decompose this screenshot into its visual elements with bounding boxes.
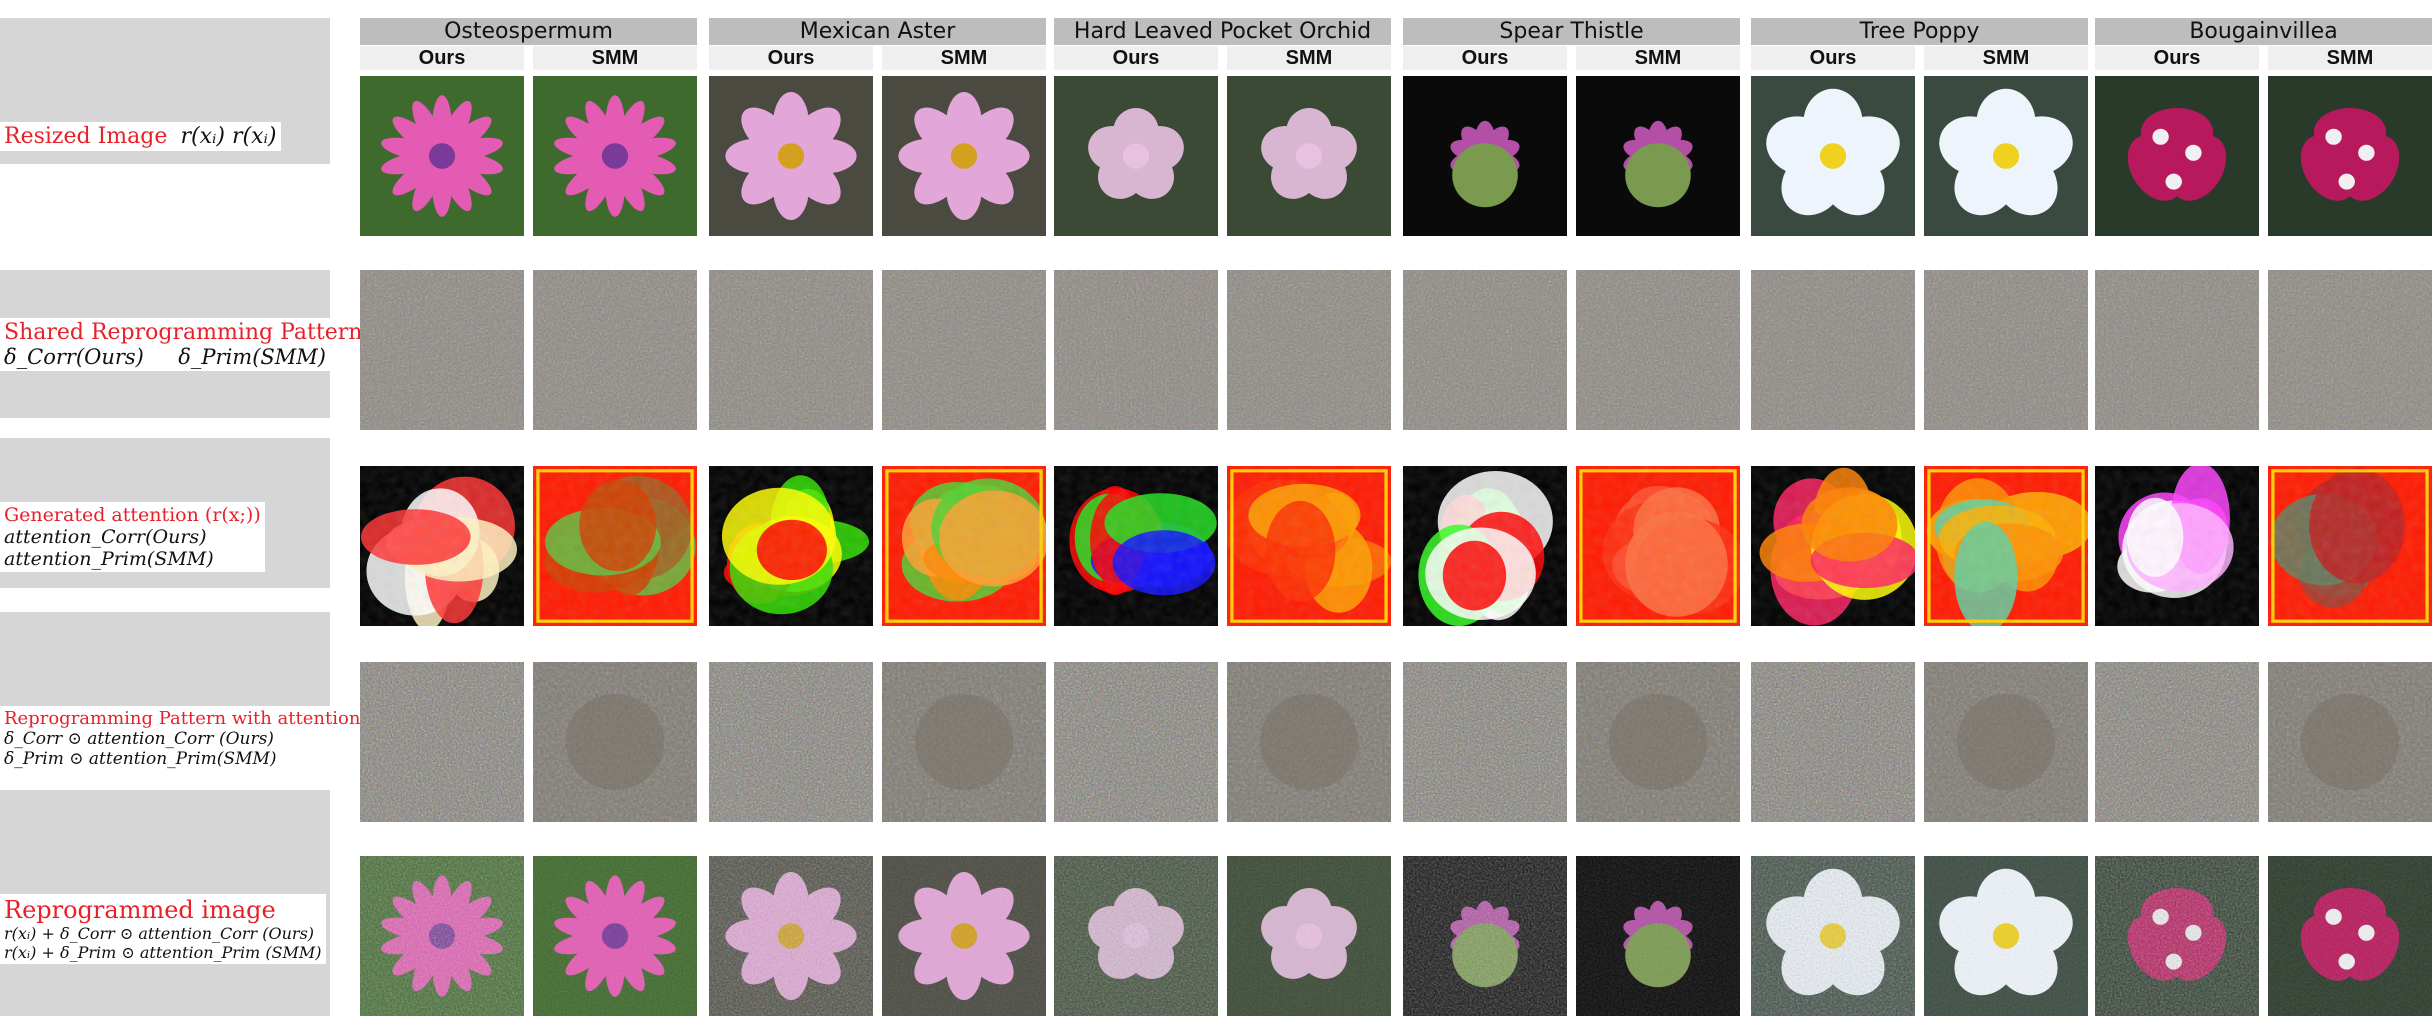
method-label-ours: Ours [1403, 46, 1567, 70]
method-label-ours: Ours [1751, 46, 1915, 70]
image-tile-reprogrammed [2268, 856, 2432, 1016]
image-tile-resized [1576, 76, 1740, 236]
image-tile-pattern [1576, 270, 1740, 430]
image-tile-pattern [1924, 270, 2088, 430]
image-tile-pattern-attention [360, 662, 524, 822]
row-title-pattern-attention: Reprogramming Pattern with attention [4, 708, 361, 729]
image-tile-resized [882, 76, 1046, 236]
class-header: Osteospermum [360, 18, 697, 45]
method-label-ours: Ours [360, 46, 524, 70]
image-tile-pattern-attention [1054, 662, 1218, 822]
row-line1-pattern-attention: δ_Corr ⊙ attention_Corr (Ours) [4, 729, 274, 749]
image-tile-attention [1751, 466, 1915, 626]
image-tile-resized [1751, 76, 1915, 236]
image-tile-pattern [2268, 270, 2432, 430]
image-tile-pattern [1054, 270, 1218, 430]
row-formula-pattern-smm: δ_Prim(SMM) [178, 345, 326, 369]
image-tile-reprogrammed [1403, 856, 1567, 1016]
class-header: Bougainvillea [2095, 18, 2432, 45]
image-tile-attention [1227, 466, 1391, 626]
row-label-attention: Generated attention (r(x;)) attention_Co… [0, 502, 265, 572]
image-tile-attention [1054, 466, 1218, 626]
image-tile-resized [2095, 76, 2259, 236]
image-tile-attention [2095, 466, 2259, 626]
image-tile-pattern-attention [1924, 662, 2088, 822]
image-tile-pattern-attention [882, 662, 1046, 822]
image-tile-attention [533, 466, 697, 626]
method-label-smm: SMM [1576, 46, 1740, 70]
image-tile-reprogrammed [882, 856, 1046, 1016]
image-tile-pattern-attention [533, 662, 697, 822]
method-label-ours: Ours [1054, 46, 1218, 70]
image-tile-resized [1403, 76, 1567, 236]
row-line1-attention: attention_Corr(Ours) [4, 526, 207, 548]
image-tile-reprogrammed [1054, 856, 1218, 1016]
row-labels-panel: Resized Image r(xᵢ) r(xᵢ) Shared Reprogr… [0, 0, 365, 1028]
row-title-attention: Generated attention (r(x;)) [4, 504, 261, 526]
image-tile-pattern-attention [709, 662, 873, 822]
image-tile-reprogrammed [2095, 856, 2259, 1016]
image-tile-pattern [1751, 270, 1915, 430]
image-tile-reprogrammed [533, 856, 697, 1016]
image-tile-resized [709, 76, 873, 236]
image-tile-pattern-attention [1227, 662, 1391, 822]
image-tile-pattern [1403, 270, 1567, 430]
row-label-pattern: Shared Reprogramming Pattern δ_Corr(Ours… [0, 318, 363, 371]
image-tile-reprogrammed [1227, 856, 1391, 1016]
image-tile-reprogrammed [360, 856, 524, 1016]
row-label-pattern-attention: Reprogramming Pattern with attention δ_C… [0, 706, 365, 771]
row-label-resized: Resized Image r(xᵢ) r(xᵢ) [0, 122, 281, 151]
class-headers: Osteospermum Ours SMM Mexican Aster Ours SMM H… [0, 0, 2436, 72]
image-tile-pattern-attention [1576, 662, 1740, 822]
row-title-resized: Resized Image [4, 124, 168, 149]
method-label-ours: Ours [2095, 46, 2259, 70]
image-tile-pattern-attention [1403, 662, 1567, 822]
class-header: Hard Leaved Pocket Orchid [1054, 18, 1391, 45]
image-tile-pattern [1227, 270, 1391, 430]
row-formula-pattern-ours: δ_Corr(Ours) [4, 345, 144, 369]
image-tile-pattern-attention [1751, 662, 1915, 822]
method-label-smm: SMM [882, 46, 1046, 70]
row-line2-pattern-attention: δ_Prim ⊙ attention_Prim(SMM) [4, 749, 277, 769]
image-tile-pattern [360, 270, 524, 430]
image-tile-resized [2268, 76, 2432, 236]
method-label-smm: SMM [1924, 46, 2088, 70]
row-formula-resized: r(xᵢ) r(xᵢ) [180, 124, 277, 149]
class-header: Tree Poppy [1751, 18, 2088, 45]
image-tile-pattern [533, 270, 697, 430]
class-header: Mexican Aster [709, 18, 1046, 45]
method-label-smm: SMM [1227, 46, 1391, 70]
image-tile-resized [1924, 76, 2088, 236]
image-tile-pattern [882, 270, 1046, 430]
image-tile-attention [1576, 466, 1740, 626]
row-line2-attention: attention_Prim(SMM) [4, 548, 214, 570]
image-tile-resized [1054, 76, 1218, 236]
image-tile-attention [1924, 466, 2088, 626]
image-tile-pattern [2095, 270, 2259, 430]
row-label-reprogrammed: Reprogrammed image r(xᵢ) + δ_Corr ⊙ atte… [0, 894, 326, 964]
image-tile-attention [709, 466, 873, 626]
class-header: Spear Thistle [1403, 18, 1740, 45]
image-tile-resized [533, 76, 697, 236]
row-title-reprogrammed: Reprogrammed image [4, 896, 276, 924]
row-line1-reprogrammed: r(xᵢ) + δ_Corr ⊙ attention_Corr (Ours) [4, 924, 315, 943]
image-tile-reprogrammed [1924, 856, 2088, 1016]
row-title-pattern: Shared Reprogramming Pattern [4, 320, 363, 345]
method-label-smm: SMM [533, 46, 697, 70]
image-tile-resized [360, 76, 524, 236]
image-tile-reprogrammed [709, 856, 873, 1016]
image-tile-reprogrammed [1576, 856, 1740, 1016]
image-tile-attention [2268, 466, 2432, 626]
image-tile-pattern [709, 270, 873, 430]
method-label-smm: SMM [2268, 46, 2432, 70]
image-tile-attention [360, 466, 524, 626]
image-tile-resized [1227, 76, 1391, 236]
image-tile-pattern-attention [2268, 662, 2432, 822]
row-line2-reprogrammed: r(xᵢ) + δ_Prim ⊙ attention_Prim (SMM) [4, 943, 322, 962]
method-label-ours: Ours [709, 46, 873, 70]
image-tile-attention [882, 466, 1046, 626]
image-tile-pattern-attention [2095, 662, 2259, 822]
image-tile-reprogrammed [1751, 856, 1915, 1016]
image-tile-attention [1403, 466, 1567, 626]
